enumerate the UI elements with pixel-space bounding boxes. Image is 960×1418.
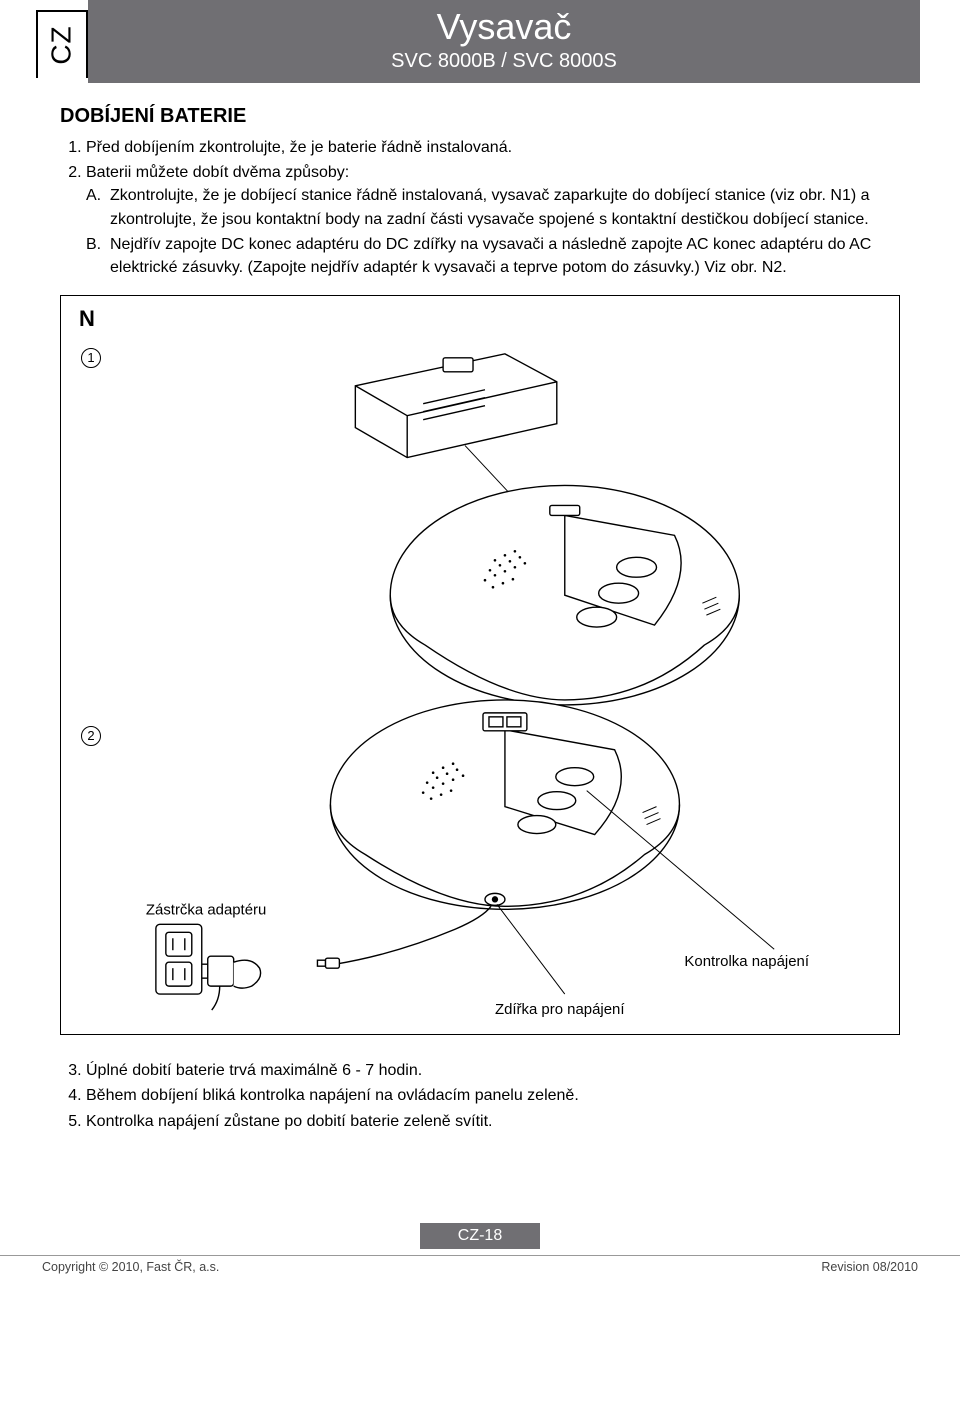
revision-text: Revision 08/2010 — [821, 1260, 918, 1274]
list-item: Baterii můžete dobít dvěma způsoby: Zkon… — [86, 161, 900, 279]
figure-n: N 1 2 — [60, 295, 900, 1035]
callout-jack: Zdířka pro napájení — [495, 1001, 625, 1018]
page-footer: CZ-18 Copyright © 2010, Fast ČR, a.s. Re… — [0, 1223, 960, 1292]
sub-list-item: Zkontrolujte, že je dobíjecí stanice řád… — [110, 184, 900, 230]
adapter-cable-icon — [317, 906, 491, 968]
wall-outlet-icon — [156, 924, 261, 1010]
page-number: CZ-18 — [420, 1223, 540, 1249]
section-heading: DOBÍJENÍ BATERIE — [60, 105, 900, 128]
robot-top-icon — [390, 486, 739, 705]
copyright-text: Copyright © 2010, Fast ČR, a.s. — [42, 1260, 219, 1274]
dock-station-icon — [355, 354, 556, 458]
list-item: Před dobíjením zkontrolujte, že je bater… — [86, 136, 900, 159]
main-content: DOBÍJENÍ BATERIE Před dobíjením zkontrol… — [0, 83, 960, 1133]
list-item: Během dobíjení bliká kontrolka napájení … — [86, 1084, 900, 1107]
callout-led: Kontrolka napájení — [684, 953, 809, 970]
diagram-svg: Zástrčka adaptéru Zdířka pro napájení Ko… — [61, 296, 899, 1034]
sub-list: Zkontrolujte, že je dobíjecí stanice řád… — [86, 184, 900, 279]
list-item-text: Baterii můžete dobít dvěma způsoby: — [86, 164, 349, 181]
sub-list-item: Nejdřív zapojte DC konec adaptéru do DC … — [110, 233, 900, 279]
post-instruction-list: Úplné dobití baterie trvá maximálně 6 - … — [60, 1059, 900, 1133]
page-header: Vysavač SVC 8000B / SVC 8000S — [88, 0, 920, 83]
robot-top-icon — [330, 700, 679, 909]
product-model: SVC 8000B / SVC 8000S — [88, 50, 920, 73]
language-tab: CZ — [36, 10, 88, 78]
language-code: CZ — [46, 25, 78, 64]
instruction-list: Před dobíjením zkontrolujte, že je bater… — [60, 136, 900, 279]
list-item: Kontrolka napájení zůstane po dobití bat… — [86, 1110, 900, 1133]
callout-plug: Zástrčka adaptéru — [146, 901, 266, 918]
list-item: Úplné dobití baterie trvá maximálně 6 - … — [86, 1059, 900, 1082]
product-title: Vysavač — [88, 6, 920, 48]
